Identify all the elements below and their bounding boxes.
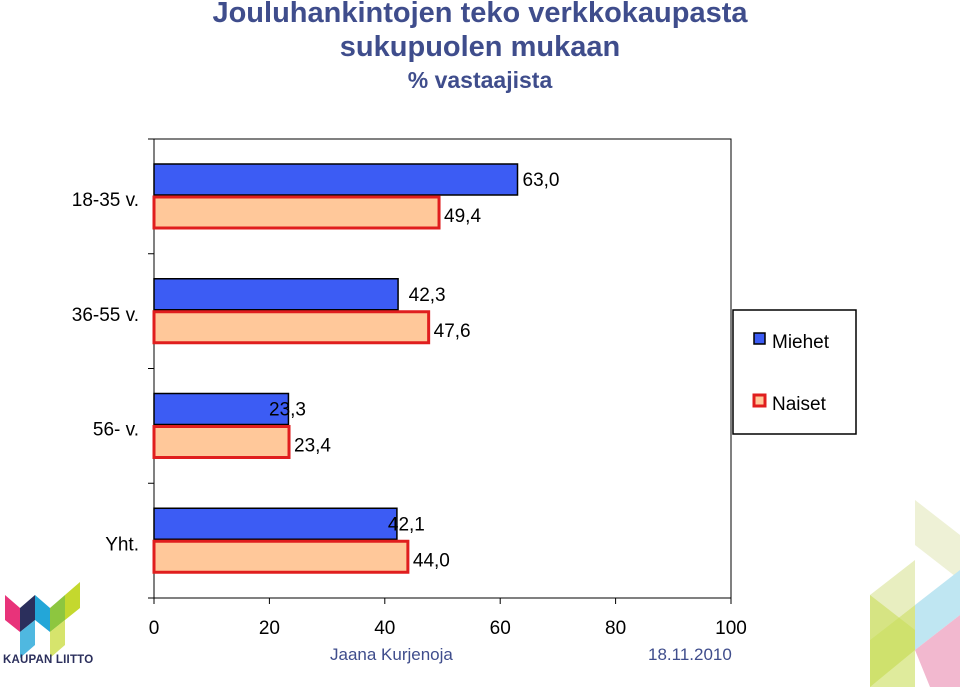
legend-label-naiset: Naiset	[772, 394, 827, 415]
bar-naiset	[152, 539, 410, 574]
legend: Miehet Naiset	[732, 309, 857, 435]
bar-naiset	[152, 425, 291, 459]
bar-naiset	[152, 195, 441, 230]
x-tick-label: 60	[490, 618, 511, 639]
category-label: 18-35 v.	[72, 190, 139, 211]
bar-naiset	[152, 310, 431, 345]
plot-area: 0 20 40 60 80 100	[148, 138, 747, 639]
data-label-miehet: 23,3	[269, 400, 306, 421]
bar-miehet	[153, 163, 519, 196]
data-label-naiset: 23,4	[294, 436, 331, 457]
labels-group: 18-35 v. 63,0 49,4 36-55 v. 42,3 47,6 56- v. 23…	[72, 170, 560, 571]
logo-text: KAUPAN LIITTO	[3, 654, 94, 666]
kaupan-liitto-logo	[5, 582, 80, 658]
x-tick-label: 80	[605, 618, 626, 639]
chart-title-line1: Jouluhankintojen teko verkkokaupasta	[212, 0, 748, 29]
legend-swatch-naiset	[752, 393, 767, 408]
category-label: Yht.	[105, 534, 139, 555]
data-label-miehet: 42,1	[388, 514, 425, 535]
x-tick-label: 0	[149, 618, 160, 639]
bars-group	[152, 163, 519, 574]
legend-swatch-miehet	[753, 332, 766, 345]
decorative-triangles	[870, 500, 960, 687]
chart-subtitle: % vastaajista	[407, 67, 553, 93]
x-tick-label: 40	[374, 618, 395, 639]
footer-date: 18.11.2010	[648, 645, 732, 664]
data-label-miehet: 63,0	[523, 170, 560, 191]
bar-miehet	[153, 507, 398, 540]
bar-miehet	[153, 392, 290, 426]
data-label-naiset: 47,6	[434, 321, 471, 342]
data-label-naiset: 44,0	[413, 550, 450, 571]
category-label: 56- v.	[93, 420, 139, 441]
category-label: 36-55 v.	[72, 305, 139, 326]
chart-title-line2: sukupuolen mukaan	[339, 31, 621, 63]
bar-miehet	[153, 278, 399, 311]
legend-box	[732, 309, 857, 435]
data-label-miehet: 42,3	[409, 285, 446, 306]
data-label-naiset: 49,4	[444, 206, 481, 227]
x-tick-label: 100	[715, 618, 747, 639]
x-tick-label: 20	[259, 618, 280, 639]
legend-label-miehet: Miehet	[772, 332, 830, 353]
footer-author: Jaana Kurjenoja	[330, 645, 453, 664]
